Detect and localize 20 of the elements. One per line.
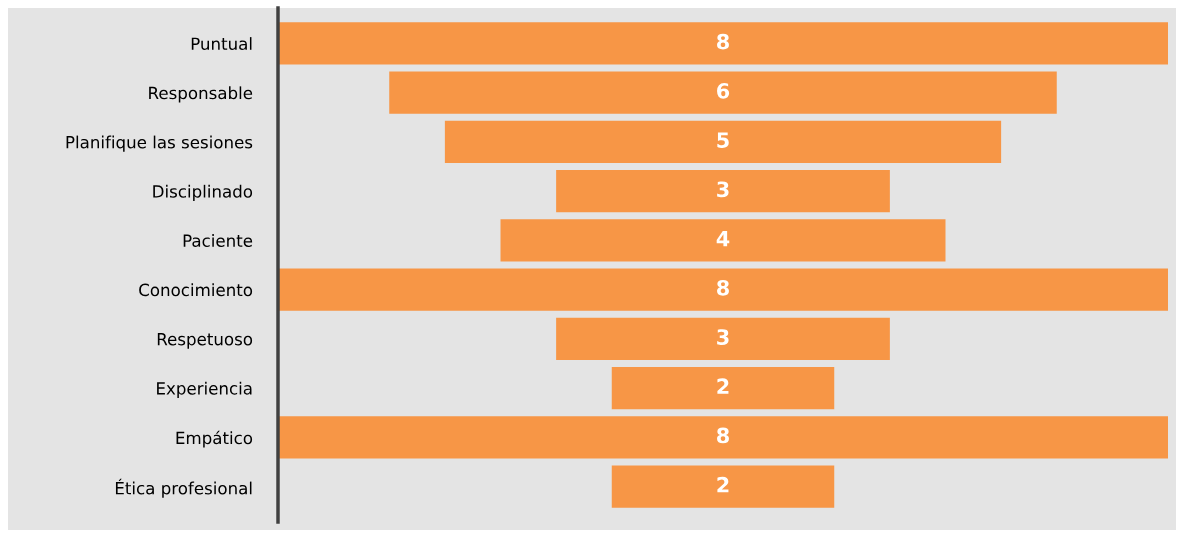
data-label: 4 xyxy=(716,230,730,247)
category-label: Disciplinado xyxy=(153,184,253,201)
data-label: 8 xyxy=(717,279,729,296)
data-label: 8 xyxy=(717,33,729,50)
data-label: 2 xyxy=(717,476,729,493)
category-label: Conocimiento xyxy=(139,283,253,297)
category-label: Responsable xyxy=(149,86,253,103)
category-label: Planifique las sesiones xyxy=(66,135,253,152)
category-label: Respetuoso xyxy=(157,333,253,349)
data-label: 3 xyxy=(717,181,729,198)
data-label: 8 xyxy=(717,427,729,444)
category-label: Experiencia xyxy=(157,381,252,398)
data-label: 3 xyxy=(717,329,729,345)
data-label: 2 xyxy=(717,378,729,394)
data-label: 5 xyxy=(717,132,729,148)
category-label: Empático xyxy=(176,430,253,448)
category-label: Ética profesional xyxy=(115,478,252,498)
data-label: 6 xyxy=(717,82,730,99)
category-label: Paciente xyxy=(183,234,253,247)
category-label: Puntual xyxy=(191,37,252,51)
